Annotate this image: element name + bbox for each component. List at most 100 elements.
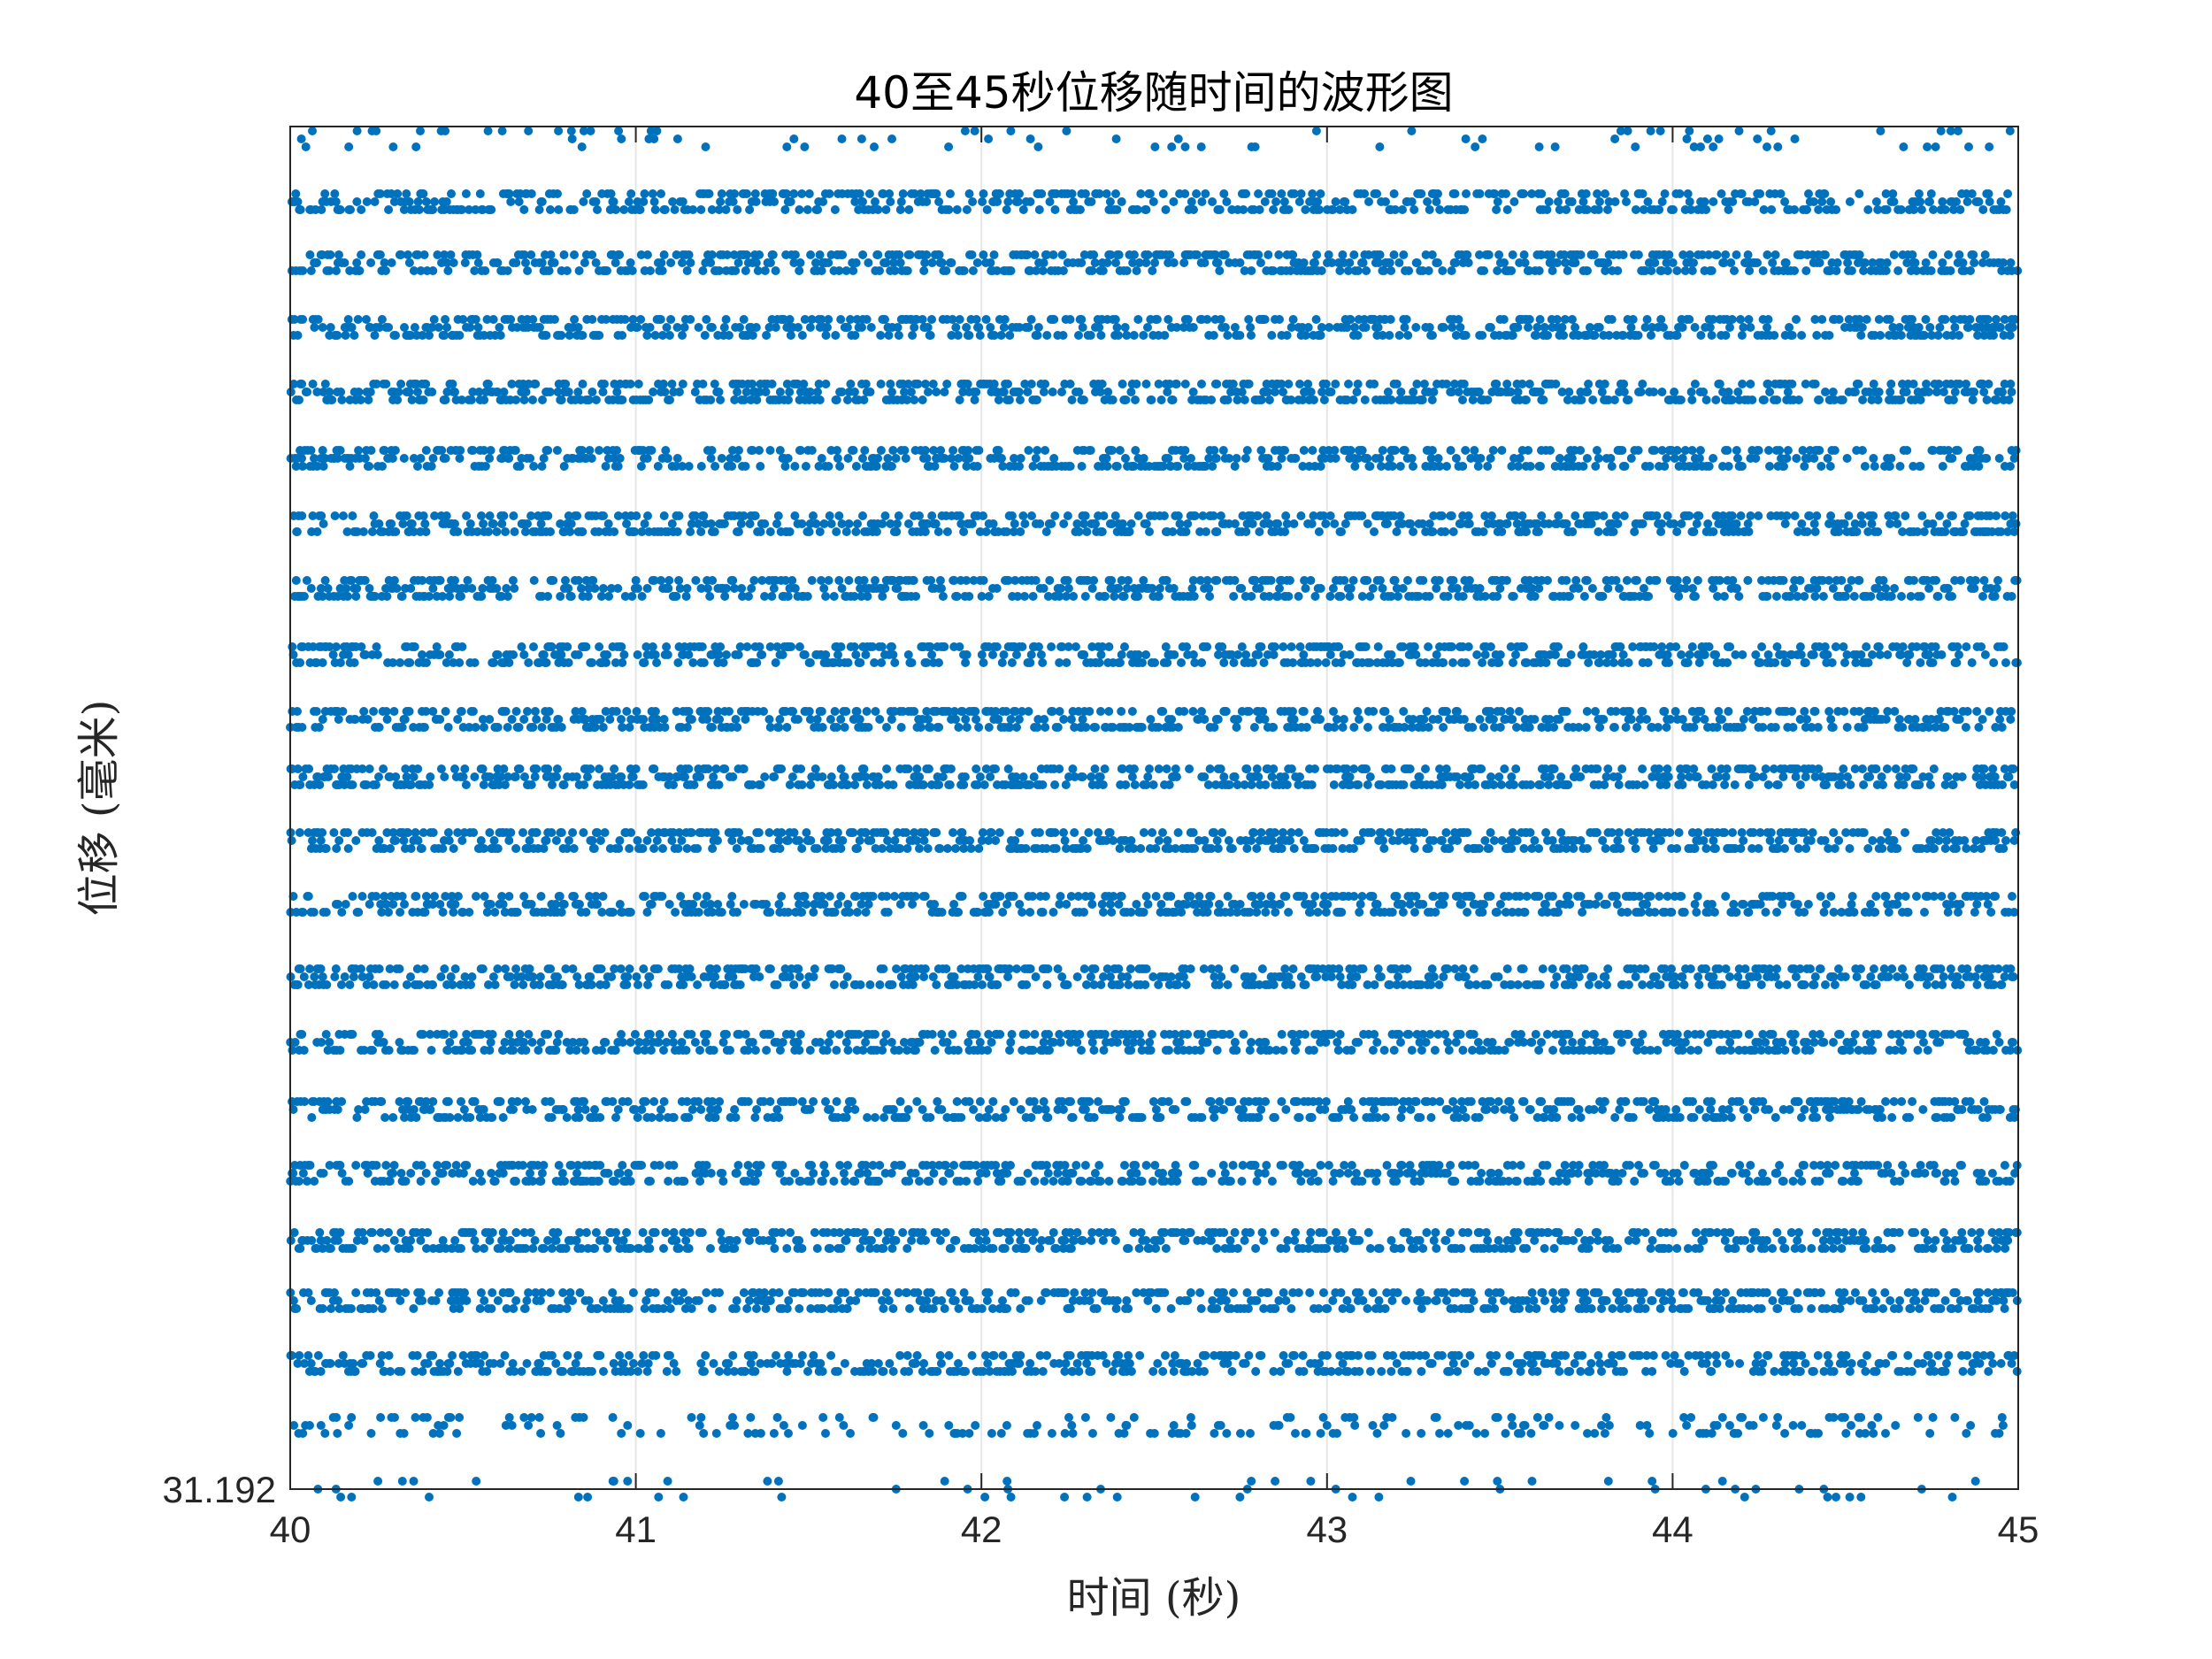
data-point <box>959 1288 969 1297</box>
data-point <box>1301 980 1310 989</box>
data-point <box>1201 1351 1210 1360</box>
data-point <box>624 1304 634 1313</box>
data-point <box>1220 1169 1230 1178</box>
data-point <box>577 1244 586 1253</box>
data-point <box>669 1359 679 1368</box>
data-point <box>1151 1105 1161 1114</box>
data-point <box>524 1288 534 1297</box>
data-point <box>1256 892 1265 901</box>
data-point <box>603 1244 612 1253</box>
data-point <box>1505 1038 1515 1047</box>
data-point <box>801 980 810 989</box>
data-point <box>1219 1288 1228 1297</box>
data-point <box>1230 1228 1240 1237</box>
data-point <box>598 892 608 901</box>
data-point <box>679 1228 688 1237</box>
data-point <box>1235 1493 1245 1502</box>
data-point <box>1999 1296 2008 1305</box>
data-point <box>325 1161 334 1170</box>
data-point <box>457 836 467 845</box>
data-point <box>784 1296 794 1305</box>
data-point <box>448 980 457 989</box>
data-point <box>467 972 477 981</box>
data-point <box>1797 1351 1807 1360</box>
data-point <box>1858 1228 1867 1237</box>
data-point <box>363 1169 373 1178</box>
data-point <box>506 828 516 837</box>
data-point <box>617 1429 626 1438</box>
data-point <box>558 1105 568 1114</box>
data-point <box>1918 964 1928 973</box>
data-point <box>1671 980 1680 989</box>
data-point <box>1807 1244 1816 1253</box>
data-point <box>389 980 399 989</box>
data-point <box>695 1046 704 1055</box>
data-point <box>365 1351 375 1360</box>
data-point <box>1871 1367 1881 1376</box>
data-point <box>983 1113 993 1122</box>
data-point <box>1392 1177 1402 1186</box>
data-point <box>1631 972 1640 981</box>
data-point <box>854 1030 864 1039</box>
data-point <box>985 972 995 981</box>
data-point <box>1053 964 1063 973</box>
data-point <box>1793 1236 1802 1245</box>
data-point <box>741 1367 750 1376</box>
data-point <box>726 1236 735 1245</box>
data-point <box>402 980 411 989</box>
data-point <box>1183 1296 1193 1305</box>
data-point <box>1997 980 2007 989</box>
data-point <box>1495 900 1505 909</box>
data-point <box>1939 972 1948 981</box>
data-point <box>1068 1113 1078 1122</box>
data-point <box>1324 1161 1333 1170</box>
data-point <box>962 1177 972 1186</box>
data-point <box>547 1351 557 1360</box>
data-point <box>384 1046 394 1055</box>
data-point <box>1824 1228 1834 1237</box>
data-point <box>343 828 352 837</box>
data-point <box>1355 1236 1364 1245</box>
data-point <box>1120 1097 1130 1106</box>
data-point <box>654 1038 664 1047</box>
data-point <box>651 1351 661 1360</box>
data-point <box>645 972 655 981</box>
data-point <box>579 828 588 837</box>
data-point <box>1755 900 1765 909</box>
data-point <box>449 1030 458 1039</box>
data-point <box>889 892 899 901</box>
data-point <box>1834 964 1843 973</box>
data-point <box>400 1113 409 1122</box>
data-point <box>1508 1421 1517 1430</box>
data-point <box>1418 900 1428 909</box>
data-point <box>1916 1161 1925 1170</box>
data-point <box>1841 1351 1851 1360</box>
data-point <box>898 1429 908 1438</box>
data-point <box>868 1161 878 1170</box>
data-point <box>1624 1236 1633 1245</box>
data-point <box>1283 1236 1293 1245</box>
data-point <box>1549 1105 1559 1114</box>
data-point <box>575 1228 585 1237</box>
data-point <box>1494 1097 1503 1106</box>
data-point <box>1954 1304 1962 1313</box>
data-point <box>565 1288 575 1297</box>
data-point <box>475 1304 485 1313</box>
data-point <box>927 1030 937 1039</box>
data-point <box>927 1161 937 1170</box>
data-point <box>695 1421 704 1430</box>
data-point <box>1238 1161 1248 1170</box>
data-point <box>871 1030 879 1039</box>
data-point <box>1055 1030 1064 1039</box>
data-point <box>572 1046 581 1055</box>
data-point <box>1744 1030 1754 1039</box>
data-point <box>433 1161 442 1170</box>
data-point <box>1589 1030 1599 1039</box>
data-point <box>1173 1169 1183 1178</box>
data-point <box>1179 972 1188 981</box>
data-point <box>1880 1288 1890 1297</box>
data-point <box>821 1097 830 1106</box>
data-point <box>1970 972 1980 981</box>
data-point <box>835 1161 845 1170</box>
data-point <box>661 1228 671 1237</box>
